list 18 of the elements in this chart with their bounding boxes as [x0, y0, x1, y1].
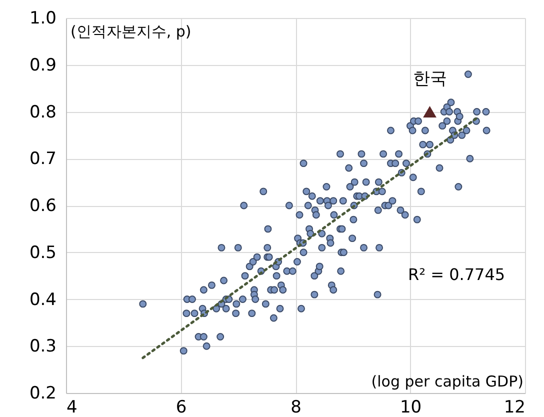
y-tick-label: 0.7: [29, 149, 56, 170]
x-axis-title: (log per capita GDP): [371, 372, 524, 390]
x-tick-label: 8: [290, 398, 302, 417]
y-tick-label: 0.5: [29, 242, 56, 263]
y-tick-label: 1.0: [29, 8, 56, 28]
y-tick-label: 0.3: [29, 336, 56, 357]
y-tick-label: 0.8: [29, 102, 56, 122]
x-tick-label: 6: [176, 398, 187, 417]
y-tick-label: 0.2: [29, 384, 56, 404]
y-axis-title: (인적자본지수, p): [70, 22, 192, 40]
x-tick-label: 10: [400, 398, 422, 417]
y-tick-label: 0.4: [29, 290, 56, 310]
series-label: 한국: [412, 68, 447, 89]
y-tick-label: 0.6: [29, 196, 56, 216]
annotation: R² = 0.7745: [408, 264, 506, 284]
y-tick-label: 0.9: [29, 55, 56, 76]
x-tick-label: 4: [66, 398, 78, 417]
x-tick-label: 12: [504, 398, 526, 417]
